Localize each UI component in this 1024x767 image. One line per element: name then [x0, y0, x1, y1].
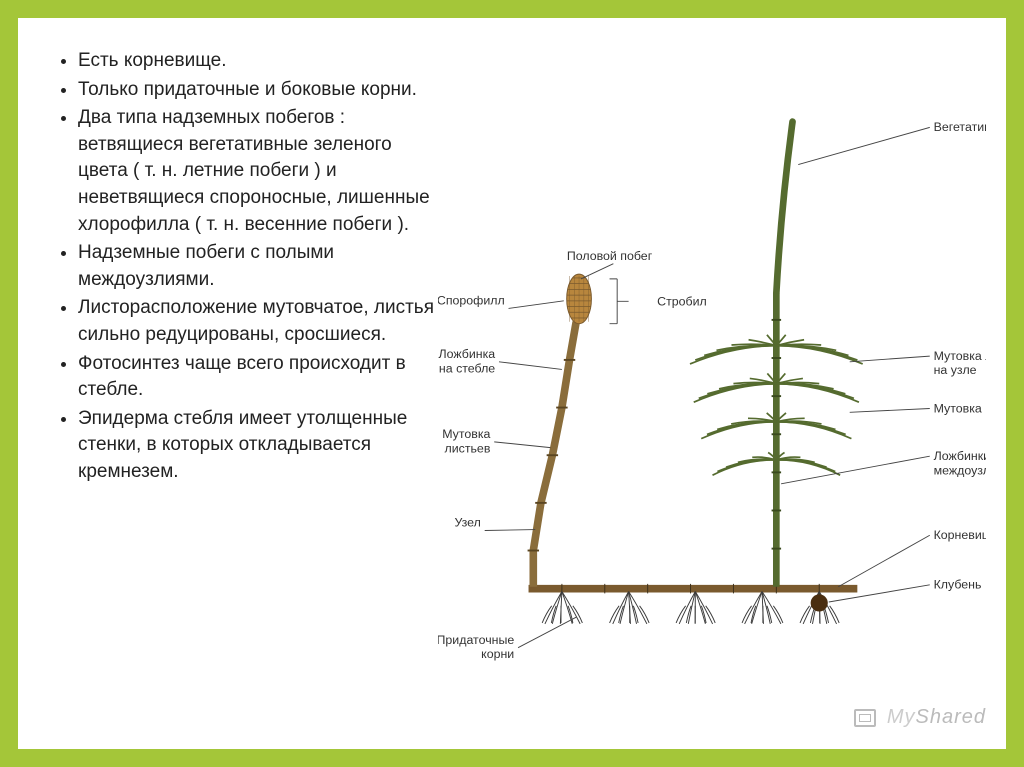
slide-inner: Есть корневище.Только придаточные и боко…	[18, 18, 1006, 749]
svg-text:Клубень: Клубень	[934, 578, 982, 592]
svg-text:междоузлии: междоузлии	[934, 463, 986, 477]
diagram-column: СтробилПоловой побегСпорофиллЛожбинкана …	[438, 48, 986, 729]
bullet-list: Есть корневище.Только придаточные и боко…	[58, 48, 438, 486]
svg-text:Вегетативный побег: Вегетативный побег	[934, 120, 986, 134]
bullet-item: Надземные побеги с полыми междоузлиями.	[78, 240, 438, 293]
plant-diagram: СтробилПоловой побегСпорофиллЛожбинкана …	[438, 48, 986, 729]
outer-frame: Есть корневище.Только придаточные и боко…	[0, 0, 1024, 767]
svg-text:Корневище: Корневище	[934, 528, 986, 542]
bullet-item: Фотосинтез чаще всего происходит в стебл…	[78, 351, 438, 404]
svg-text:Узел: Узел	[454, 516, 480, 530]
svg-text:Мутовка: Мутовка	[442, 427, 490, 441]
svg-text:корни: корни	[481, 647, 514, 661]
watermark-text: Shared	[916, 706, 987, 728]
svg-text:Мутовка веточек: Мутовка веточек	[934, 401, 986, 415]
watermark: MyShared	[854, 706, 986, 729]
watermark-icon	[854, 709, 876, 727]
svg-text:Ложбинка: Ложбинка	[438, 347, 495, 361]
svg-text:на узле: на узле	[934, 363, 977, 377]
svg-text:Стробил: Стробил	[657, 295, 707, 309]
svg-text:Спорофилл: Спорофилл	[438, 294, 505, 308]
bullet-item: Листорасположение мутовчатое, листья сил…	[78, 295, 438, 348]
bullet-item: Эпидерма стебля имеет утолщенные стенки,…	[78, 406, 438, 486]
svg-text:Мутовка листьев: Мутовка листьев	[934, 349, 986, 363]
svg-text:Придаточные: Придаточные	[438, 633, 514, 647]
bullet-item: Два типа надземных побегов : ветвящиеся …	[78, 105, 438, 238]
svg-text:на стебле: на стебле	[439, 361, 495, 375]
bullet-item: Только придаточные и боковые корни.	[78, 77, 438, 104]
text-column: Есть корневище.Только придаточные и боко…	[58, 48, 438, 729]
svg-text:Половой побег: Половой побег	[567, 249, 653, 263]
svg-text:Ложбинки в: Ложбинки в	[934, 449, 986, 463]
bullet-item: Есть корневище.	[78, 48, 438, 75]
watermark-prefix: My	[887, 706, 916, 728]
svg-text:листьев: листьев	[445, 441, 491, 455]
